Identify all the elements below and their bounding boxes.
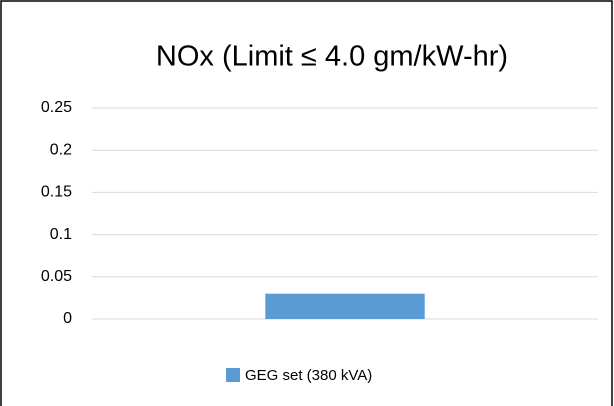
- legend-label: GEG set (380 kVA): [245, 367, 372, 384]
- y-tick-label: 0.25: [41, 99, 72, 116]
- chart-title: NOx (Limit ≤ 4.0 gm/kW-hr): [156, 41, 508, 73]
- y-tick-label: 0.2: [50, 141, 72, 158]
- legend-swatch: [226, 368, 240, 382]
- y-tick-label: 0.15: [41, 184, 72, 201]
- y-tick-label: 0: [63, 310, 72, 327]
- y-tick-label: 0.1: [50, 226, 72, 243]
- bar: [265, 293, 425, 319]
- y-tick-label: 0.05: [41, 268, 72, 285]
